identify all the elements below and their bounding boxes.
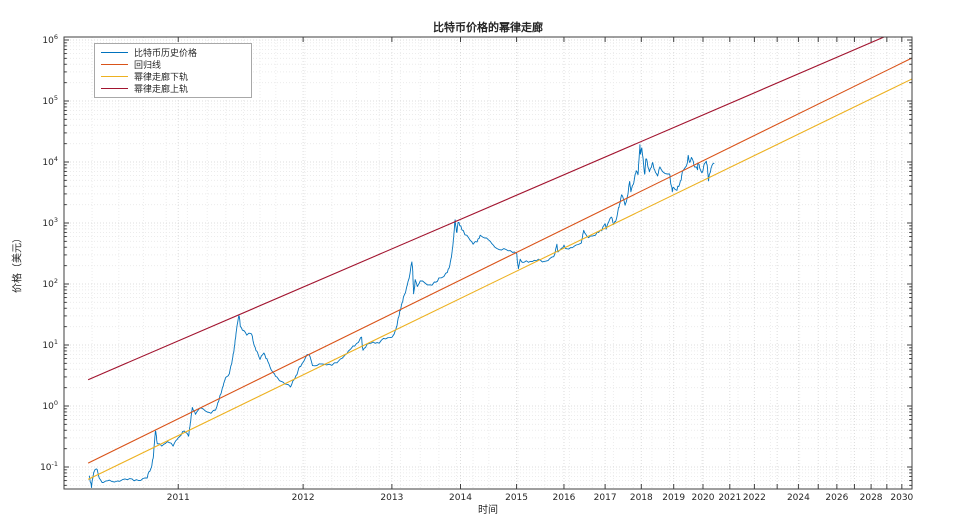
tick-labels: 2011 2012 2013 2014 2015 2016 2017 2018 2019 2020… [40,33,913,503]
legend-item: 幂律走廊上轨 [99,82,246,95]
x-tick-label: 2028 [860,493,883,503]
corridor-lower-line [87,78,912,480]
x-tick-label: 2020 [692,493,715,503]
x-tick-label: 2013 [380,493,403,503]
axes-box [63,36,913,490]
legend-label: 回归线 [134,61,162,72]
bitcoin-price-line [88,144,715,489]
x-tick-label: 2026 [825,493,848,503]
y-tick-label: 102 [42,277,58,290]
regression-line [87,57,912,464]
y-tick-label: 103 [42,216,58,229]
chart-title: 比特币价格的幂律走廊 [433,21,543,34]
legend-line-swatch [101,64,128,66]
series-group [87,37,912,489]
minor-gridlines [64,37,912,489]
legend-item: 幂律走廊下轨 [99,71,246,83]
y-tick-label: 10-1 [40,460,58,473]
x-tick-label: 2011 [167,493,190,503]
x-tick-label: 2019 [662,493,685,503]
x-tick-label: 2014 [449,493,472,503]
legend-item: 比特币历史价格 [99,47,246,59]
x-tick-label: 2018 [630,493,653,503]
legend-line-swatch [101,52,128,54]
legend-line-swatch [101,75,128,77]
major-gridlines [64,37,912,489]
x-tick-label: 2024 [787,493,810,503]
legend-label: 比特币历史价格 [134,49,198,60]
legend-label: 幂律走廊上轨 [134,84,189,95]
x-tick-label: 2016 [553,493,576,503]
corridor-upper-line [87,37,885,381]
y-tick-label: 101 [42,338,58,351]
x-tick-label: 2017 [594,493,617,503]
x-tick-label: 2012 [292,493,315,503]
x-tick-label: 2021 [718,493,741,503]
x-tick-label: 2022 [743,493,766,503]
x-tick-label: 2030 [890,493,913,503]
y-tick-label: 100 [42,399,58,412]
legend: 比特币历史价格 回归线 幂律走廊下轨 幂律走廊上轨 [94,43,252,99]
y-axis-label: 价格（美元） [12,233,24,293]
x-axis-label: 时间 [478,505,498,516]
x-tick-label: 2015 [505,493,528,503]
y-tick-label: 104 [42,155,58,168]
legend-item: 回归线 [99,59,246,71]
legend-line-swatch [101,87,128,89]
y-tick-label: 106 [42,33,58,46]
legend-label: 幂律走廊下轨 [134,73,189,83]
y-tick-label: 105 [42,94,58,107]
